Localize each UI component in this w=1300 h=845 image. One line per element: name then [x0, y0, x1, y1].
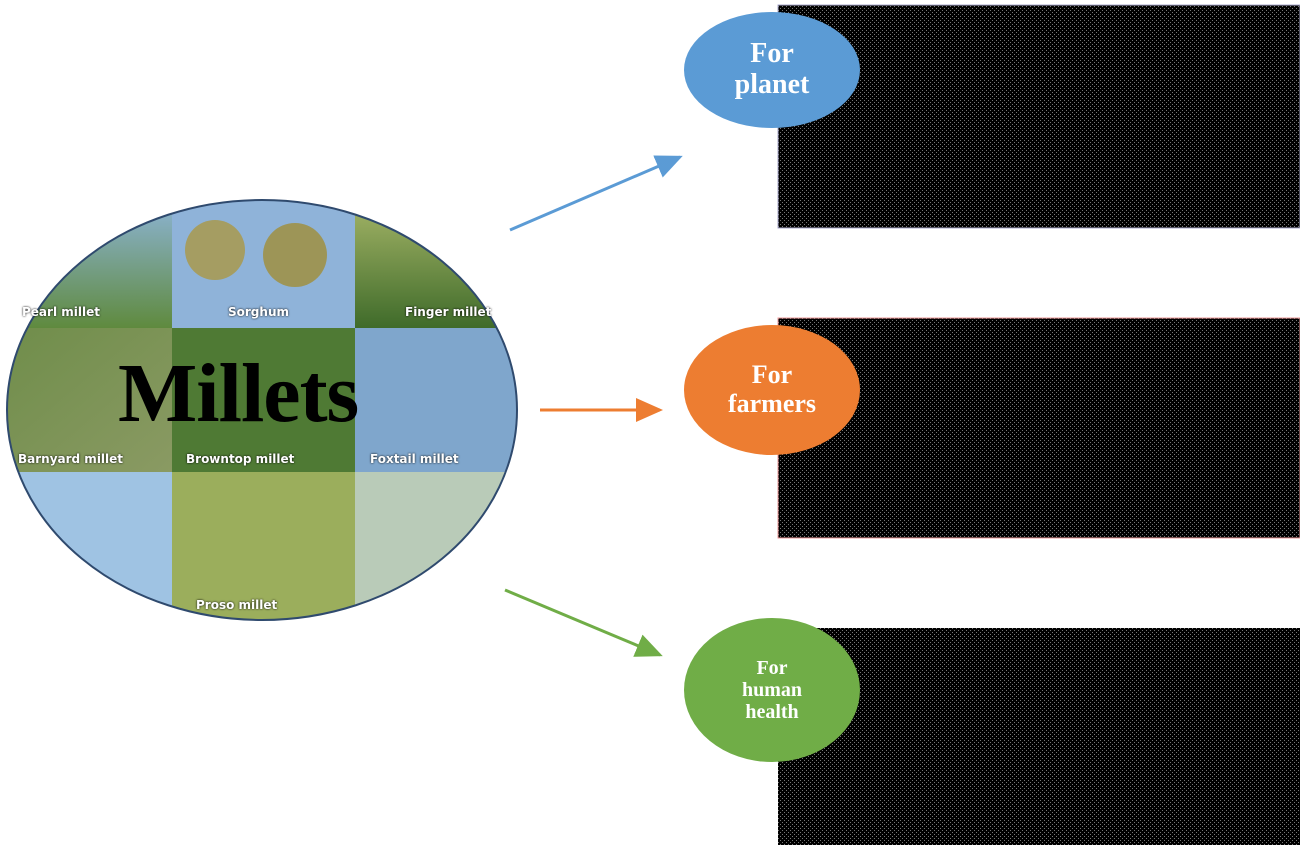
branch-label: For human health [732, 618, 812, 762]
branch-label: For planet [724, 12, 820, 128]
tile-label: Proso millet [196, 598, 277, 612]
text-box [778, 5, 1300, 228]
tile-label: Foxtail millet [370, 452, 459, 466]
tile-label: Browntop millet [186, 452, 294, 466]
text-box [778, 628, 1300, 845]
arrow [505, 590, 660, 655]
tile-label: Pearl millet [22, 305, 100, 319]
branch-label: For farmers [724, 325, 820, 455]
page: {"title": "Millets", "tiles": ["Pearl mi… [0, 0, 1300, 845]
text-box [778, 318, 1300, 538]
tile-label: Sorghum [228, 305, 289, 319]
tile-label: Finger millet [405, 305, 491, 319]
tile-label: Barnyard millet [18, 452, 123, 466]
arrow [510, 157, 680, 230]
diagram-title: Millets [118, 345, 358, 442]
